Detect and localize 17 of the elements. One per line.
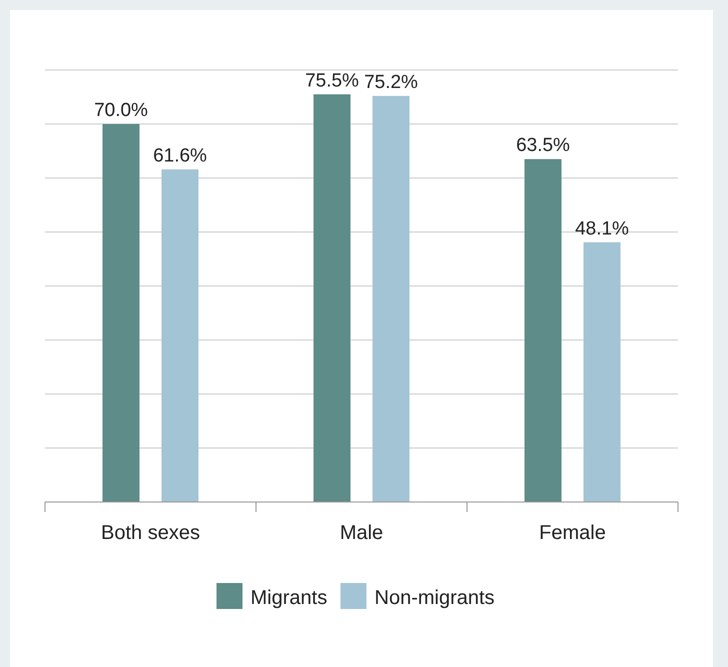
data-label: 61.6% — [153, 145, 208, 166]
legend-label: Migrants — [250, 587, 328, 609]
data-label: 75.5% — [305, 70, 360, 92]
x-tick-label: Male — [340, 522, 384, 544]
x-tick-label: Female — [539, 522, 606, 544]
data-label: 70.0% — [94, 100, 148, 121]
bar — [372, 96, 410, 502]
data-label: 75.2% — [364, 72, 418, 93]
bar — [102, 124, 140, 502]
x-tick-label: Both sexes — [101, 522, 200, 544]
bar — [314, 94, 350, 502]
data-label: 63.5% — [516, 135, 570, 156]
bar — [524, 159, 562, 502]
bar — [162, 169, 198, 502]
data-label: 48.1% — [575, 218, 630, 240]
bar — [584, 242, 620, 502]
legend-label: Non-migrants — [374, 587, 495, 609]
